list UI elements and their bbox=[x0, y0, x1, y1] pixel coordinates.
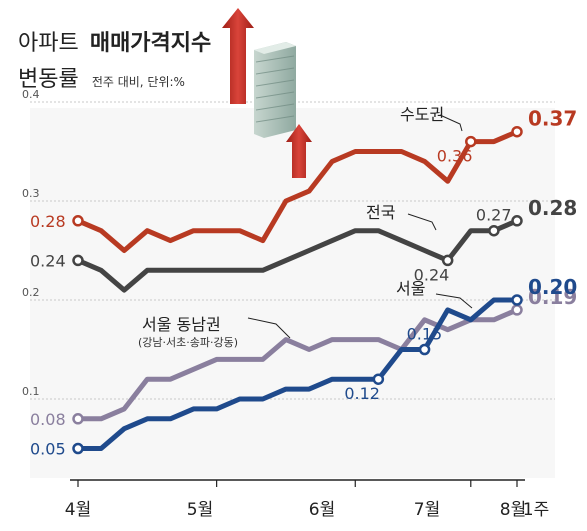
value-labels: 0.28 0.37 0.36 0.24 0.28 0.24 0.27 0.08 0.19 0.05… bbox=[30, 107, 577, 459]
start-value-label: 0.28 bbox=[30, 212, 66, 231]
building-arrow-illustration bbox=[222, 8, 312, 178]
data-point bbox=[72, 442, 84, 455]
series-line bbox=[77, 129, 518, 253]
building-icon bbox=[254, 42, 296, 138]
start-value-label: 0.08 bbox=[30, 410, 66, 429]
end-value-label: 0.28 bbox=[528, 196, 577, 220]
leader-arrow bbox=[247, 317, 291, 339]
x-tick-label: 6월 bbox=[309, 500, 335, 520]
title-prefix: 아파트 bbox=[18, 31, 79, 56]
series-name-label: 서울 동남권 bbox=[142, 315, 221, 334]
data-point bbox=[72, 254, 84, 267]
series-line bbox=[78, 297, 517, 451]
x-tick-label: 7월 bbox=[414, 500, 440, 520]
y-tick-label: 0.2 bbox=[22, 286, 40, 299]
x-tick-label: 8월 bbox=[500, 500, 526, 520]
y-tick-label: 0.3 bbox=[22, 187, 40, 200]
series-name-label: 서울 bbox=[396, 279, 425, 298]
series-line bbox=[78, 307, 518, 422]
series-name-label: 수도권 bbox=[400, 105, 444, 124]
up-arrow-small-icon bbox=[286, 124, 312, 178]
start-value-label: 0.05 bbox=[30, 440, 66, 459]
grid bbox=[30, 101, 555, 400]
subtitle-unit: 전주 대비, 단위:% bbox=[92, 75, 185, 89]
end-value-label: 0.19 bbox=[528, 285, 577, 309]
start-value-label: 0.24 bbox=[30, 251, 66, 270]
mid-value-label: 0.36 bbox=[437, 147, 473, 166]
y-tick-label: 0.1 bbox=[22, 385, 40, 398]
mid-value-label: 0.24 bbox=[414, 265, 450, 284]
y-tick-label: 0.4 bbox=[22, 88, 40, 101]
subtitle-main: 변동률 bbox=[18, 67, 79, 92]
series-name-label: 전국 bbox=[366, 203, 395, 222]
mid-value-label: 0.27 bbox=[476, 206, 512, 225]
leader-arrow bbox=[407, 213, 437, 231]
data-point bbox=[511, 294, 523, 306]
series-note-label: (강남·서초·송파·강동) bbox=[138, 336, 238, 349]
series-points bbox=[72, 125, 523, 455]
data-point bbox=[418, 343, 431, 356]
leader-arrow bbox=[435, 293, 473, 309]
x-tick-label: 4월 bbox=[65, 500, 91, 520]
y-axis: 0.1 0.2 0.3 0.4 bbox=[22, 88, 40, 398]
data-point bbox=[441, 254, 454, 267]
data-point bbox=[511, 125, 523, 138]
mid-value-label: 0.12 bbox=[344, 384, 380, 403]
data-point bbox=[72, 215, 84, 227]
x-tick-label: 5월 bbox=[187, 500, 213, 520]
chart-title: 아파트 매매가격지수 bbox=[18, 31, 211, 56]
title-bold: 매매가격지수 bbox=[90, 31, 211, 56]
up-arrow-icon bbox=[222, 8, 254, 104]
data-point bbox=[372, 373, 385, 385]
end-value-label: 0.37 bbox=[528, 107, 577, 131]
data-point bbox=[511, 215, 523, 227]
chart-subtitle: 변동률 전주 대비, 단위:% bbox=[18, 67, 185, 92]
x-tick-label: 1주 bbox=[523, 500, 549, 520]
data-point bbox=[72, 413, 84, 425]
data-point bbox=[488, 224, 500, 237]
mid-value-label: 0.15 bbox=[407, 325, 443, 344]
data-point bbox=[511, 304, 523, 316]
data-point bbox=[465, 135, 477, 148]
end-value-label: 0.20 bbox=[528, 275, 577, 299]
leader-arrow bbox=[439, 114, 463, 132]
